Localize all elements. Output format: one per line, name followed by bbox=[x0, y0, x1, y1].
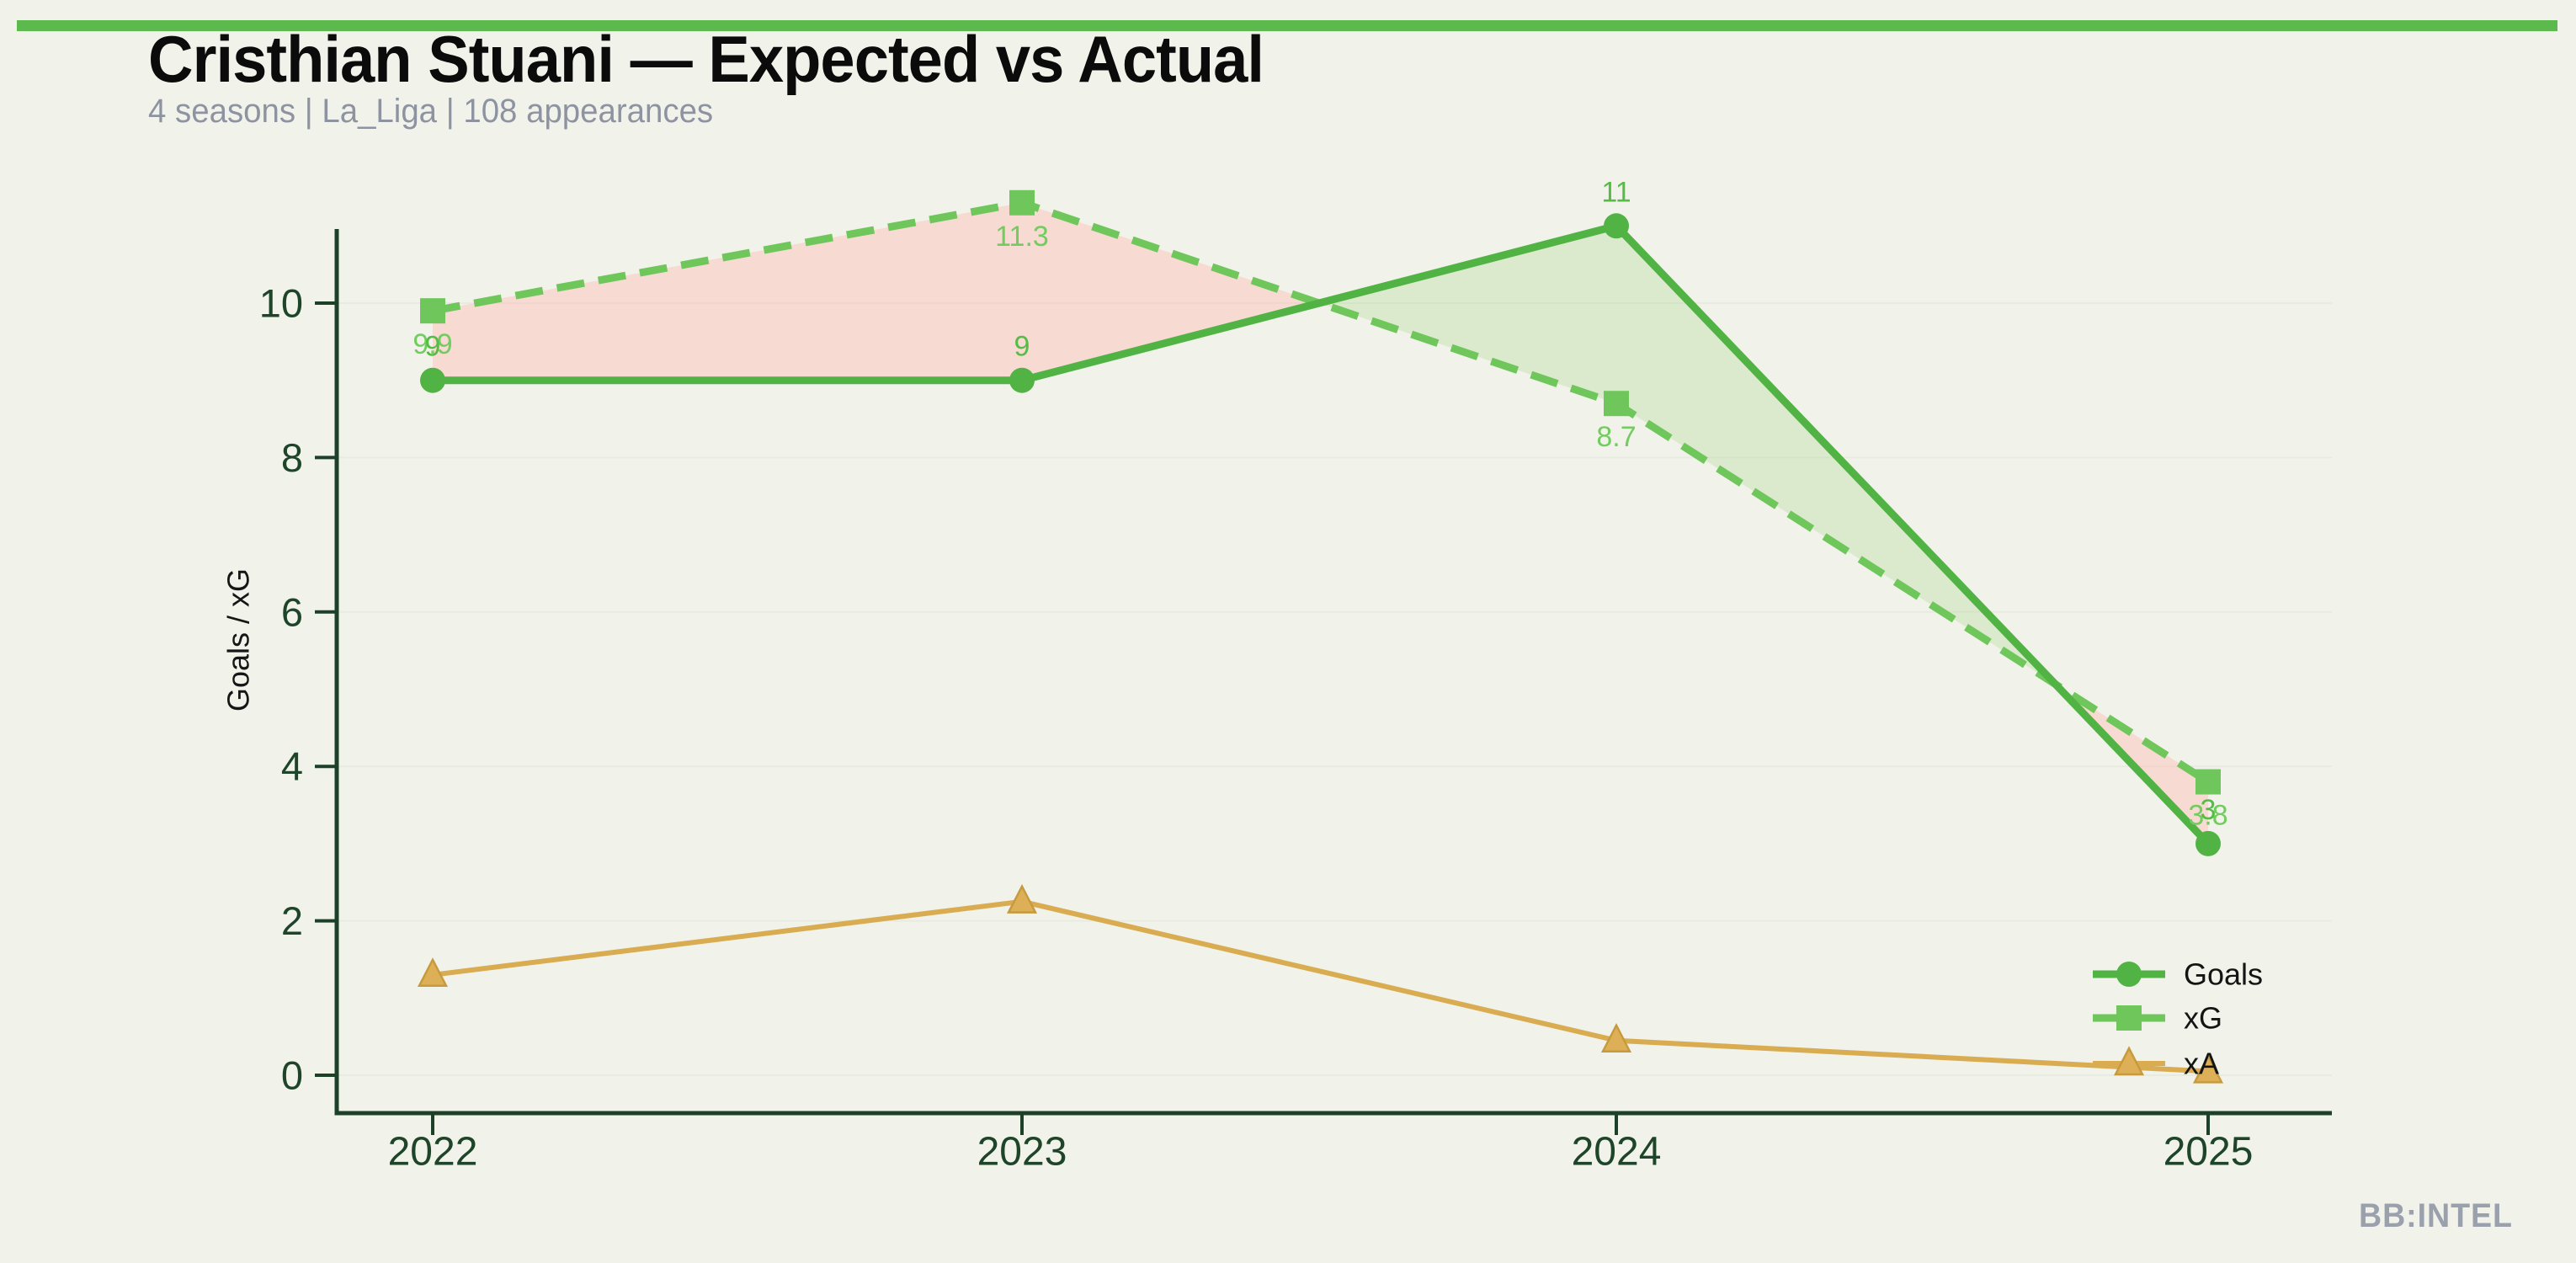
label-xg-2024: 8.7 bbox=[1596, 421, 1636, 453]
y-tick-label: 2 bbox=[281, 898, 303, 943]
triangle-marker bbox=[1006, 883, 1038, 914]
series-xg bbox=[420, 189, 2221, 795]
circle-marker bbox=[420, 367, 445, 393]
x-tick-label: 2024 bbox=[1572, 1130, 1662, 1175]
legend-item-xa: xA bbox=[2093, 1046, 2219, 1081]
label-goals-2023: 9 bbox=[1014, 331, 1030, 363]
label-goals-2022: 9 bbox=[425, 331, 441, 363]
circle-marker bbox=[1009, 367, 1035, 393]
x-tick-label: 2022 bbox=[388, 1130, 478, 1175]
page-subtitle: 4 seasons | La_Liga | 108 appearances bbox=[148, 93, 714, 130]
series-xa-line bbox=[432, 898, 2209, 1074]
legend-label-goals: Goals bbox=[2184, 957, 2263, 992]
page-title: Cristhian Stuani — Expected vs Actual bbox=[148, 22, 1264, 96]
circle-marker bbox=[2195, 830, 2221, 856]
x-tick-label: 2023 bbox=[977, 1130, 1067, 1175]
triangle-marker bbox=[2192, 1053, 2224, 1084]
legend-square-marker bbox=[2116, 1005, 2142, 1031]
legend-circle-marker bbox=[2116, 962, 2142, 987]
y-tick-label: 0 bbox=[281, 1053, 303, 1098]
fill-regions bbox=[433, 202, 2208, 844]
y-tick-label: 10 bbox=[259, 281, 303, 326]
top-accent-bar bbox=[17, 20, 2557, 31]
square-marker bbox=[1604, 391, 1629, 417]
legend-triangle-marker bbox=[2113, 1046, 2145, 1076]
point-labels: 9.9 11.3 8.7 3.8 9 9 11 3 bbox=[412, 176, 2227, 831]
triangle-marker bbox=[1600, 1023, 1632, 1052]
fill-goals-over-xg bbox=[1319, 226, 2056, 685]
square-marker bbox=[2195, 769, 2221, 795]
label-xg-2023: 11.3 bbox=[995, 221, 1049, 253]
label-xg-2025: 3.8 bbox=[2188, 800, 2227, 832]
axis-spine bbox=[334, 229, 2332, 1116]
legend-item-xg: xG bbox=[2093, 1001, 2222, 1036]
series-goals bbox=[420, 213, 2221, 856]
square-marker bbox=[1009, 189, 1035, 216]
fill-xg-over-goals bbox=[433, 202, 1319, 381]
series-goals-line bbox=[433, 221, 2211, 847]
y-tick-label: 4 bbox=[281, 744, 303, 789]
label-goals-2024: 11 bbox=[1601, 176, 1631, 208]
circle-marker bbox=[1604, 213, 1629, 239]
gridlines bbox=[337, 302, 2332, 1076]
y-tick-label: 6 bbox=[281, 589, 303, 634]
y-tick-label: 8 bbox=[281, 435, 303, 480]
y-axis-title: Goals / xG bbox=[221, 568, 256, 711]
x-tick-label: 2025 bbox=[2164, 1130, 2254, 1175]
legend-label-xg: xG bbox=[2184, 1001, 2222, 1036]
watermark: BB:INTEL bbox=[2359, 1197, 2513, 1234]
triangle-marker bbox=[417, 957, 449, 988]
square-marker bbox=[420, 298, 445, 324]
legend-item-goals: Goals bbox=[2093, 957, 2263, 992]
series-xg-line bbox=[432, 199, 2211, 786]
series-xa bbox=[417, 883, 2224, 1084]
axes: 0 2 4 6 8 10 2022 2023 2024 2025 Goals / xG bbox=[221, 229, 2332, 1175]
label-goals-2025: 3 bbox=[2201, 794, 2217, 826]
label-xg-2022: 9.9 bbox=[412, 328, 452, 360]
legend: Goals xG xA bbox=[2093, 957, 2263, 1081]
legend-label-xa: xA bbox=[2184, 1047, 2219, 1081]
